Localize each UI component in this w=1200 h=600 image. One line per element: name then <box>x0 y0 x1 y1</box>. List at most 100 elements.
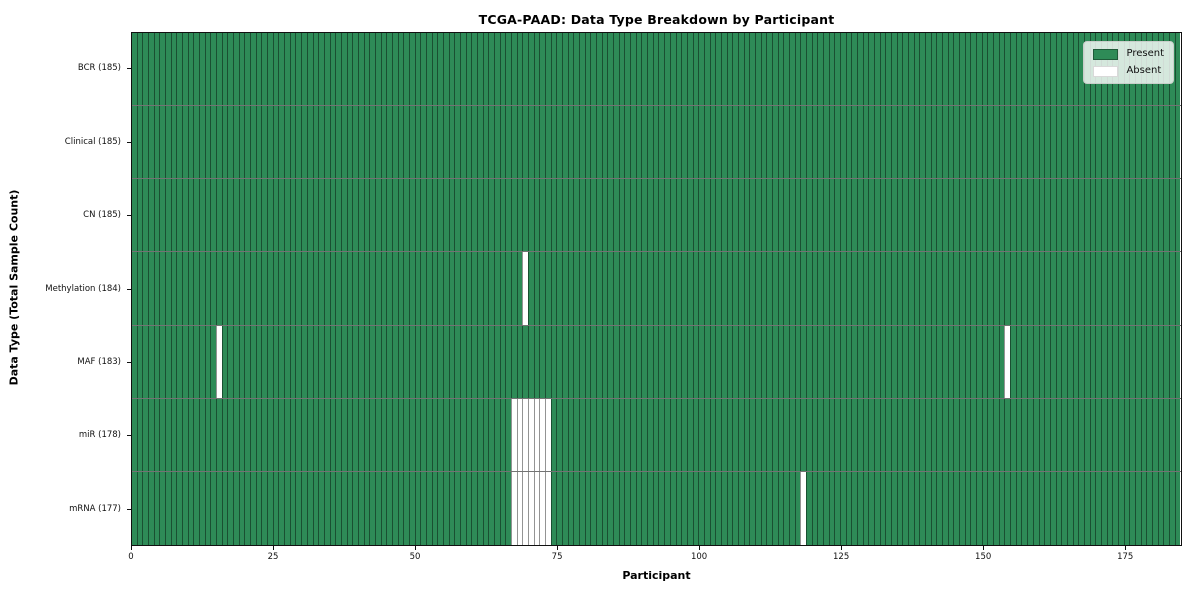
matrix-cell <box>794 33 801 106</box>
matrix-cell <box>987 33 994 106</box>
matrix-cell <box>148 106 154 179</box>
matrix-cell <box>1151 106 1158 179</box>
matrix-cell <box>1049 33 1056 106</box>
matrix-cell <box>1163 106 1169 179</box>
matrix-cell <box>323 471 330 545</box>
matrix-cell <box>374 179 381 252</box>
matrix-cell <box>1174 398 1181 471</box>
y-tick-label: CN (185) <box>83 210 121 221</box>
matrix-cell <box>408 106 415 179</box>
matrix-cell <box>686 398 693 471</box>
matrix-cell <box>720 106 727 179</box>
matrix-cell <box>596 325 602 398</box>
matrix-cell <box>857 33 863 106</box>
matrix-cell <box>391 325 398 398</box>
matrix-cell <box>528 33 534 106</box>
matrix-cell <box>658 33 665 106</box>
matrix-cell <box>885 179 892 252</box>
matrix-cell <box>788 325 795 398</box>
matrix-cell <box>885 325 892 398</box>
matrix-cell <box>380 33 387 106</box>
matrix-cell <box>1027 252 1033 325</box>
matrix-cell <box>703 325 710 398</box>
matrix-cell <box>987 398 994 471</box>
matrix-cell <box>267 252 273 325</box>
matrix-cell <box>289 33 296 106</box>
absent-swatch-icon <box>1093 65 1119 77</box>
matrix-cell <box>669 106 676 179</box>
matrix-cell <box>346 325 353 398</box>
x-tick-label: 125 <box>833 552 850 562</box>
matrix-cell <box>1066 179 1073 252</box>
matrix-cell <box>210 398 217 471</box>
matrix-cell <box>981 325 988 398</box>
matrix-cell <box>301 325 307 398</box>
matrix-cell <box>306 398 313 471</box>
matrix-cell <box>255 398 262 471</box>
matrix-cell <box>641 252 648 325</box>
matrix-cell <box>562 33 568 106</box>
matrix-cell <box>1021 252 1028 325</box>
matrix-cell <box>630 325 636 398</box>
matrix-cell <box>993 33 999 106</box>
matrix-cell <box>573 471 580 545</box>
matrix-cell <box>488 179 494 252</box>
matrix-cell <box>369 106 375 179</box>
matrix-cell <box>635 179 642 252</box>
matrix-row <box>132 252 1181 326</box>
matrix-cell <box>437 325 443 398</box>
matrix-cell <box>601 325 608 398</box>
matrix-cell <box>1163 471 1169 545</box>
matrix-cell <box>851 106 857 179</box>
matrix-cell <box>811 252 818 325</box>
matrix-cell <box>494 252 500 325</box>
y-tick-mark <box>127 435 131 437</box>
matrix-cell <box>431 325 438 398</box>
matrix-cell <box>335 179 341 252</box>
matrix-cell <box>193 398 200 471</box>
matrix-cell <box>709 252 716 325</box>
matrix-cell <box>953 471 960 545</box>
plot-area: Present Absent <box>131 32 1182 546</box>
matrix-cell <box>749 398 755 471</box>
matrix-cell <box>335 398 341 471</box>
matrix-cell <box>250 325 256 398</box>
matrix-cell <box>590 398 597 471</box>
matrix-cell <box>1157 325 1164 398</box>
matrix-cell <box>1095 471 1101 545</box>
matrix-cell <box>448 325 455 398</box>
matrix-cell <box>233 471 239 545</box>
matrix-cell <box>482 179 489 252</box>
matrix-cell <box>1140 398 1147 471</box>
matrix-cell <box>267 33 273 106</box>
matrix-cell <box>635 106 642 179</box>
matrix-cell <box>1072 179 1079 252</box>
matrix-cell <box>771 33 778 106</box>
matrix-cell <box>482 325 489 398</box>
matrix-cell <box>562 252 568 325</box>
matrix-cell <box>295 106 302 179</box>
matrix-cell <box>976 179 982 252</box>
matrix-cell <box>431 179 438 252</box>
matrix-cell <box>132 325 137 398</box>
matrix-cell <box>720 252 727 325</box>
matrix-cell <box>562 471 568 545</box>
matrix-cell <box>715 252 721 325</box>
matrix-cell <box>1095 252 1101 325</box>
matrix-cell <box>340 252 347 325</box>
matrix-cell <box>448 33 455 106</box>
matrix-cell <box>397 252 404 325</box>
matrix-cell <box>737 471 744 545</box>
matrix-cell <box>970 106 977 179</box>
matrix-cell <box>1032 471 1039 545</box>
matrix-cell <box>857 252 863 325</box>
matrix-cell <box>216 398 222 471</box>
matrix-cell <box>165 33 171 106</box>
matrix-cell <box>1146 398 1152 471</box>
matrix-cell <box>1106 398 1113 471</box>
matrix-cell <box>669 252 676 325</box>
matrix-cell <box>567 33 574 106</box>
matrix-cell <box>442 325 449 398</box>
matrix-cell <box>647 179 653 252</box>
matrix-cell <box>913 33 920 106</box>
